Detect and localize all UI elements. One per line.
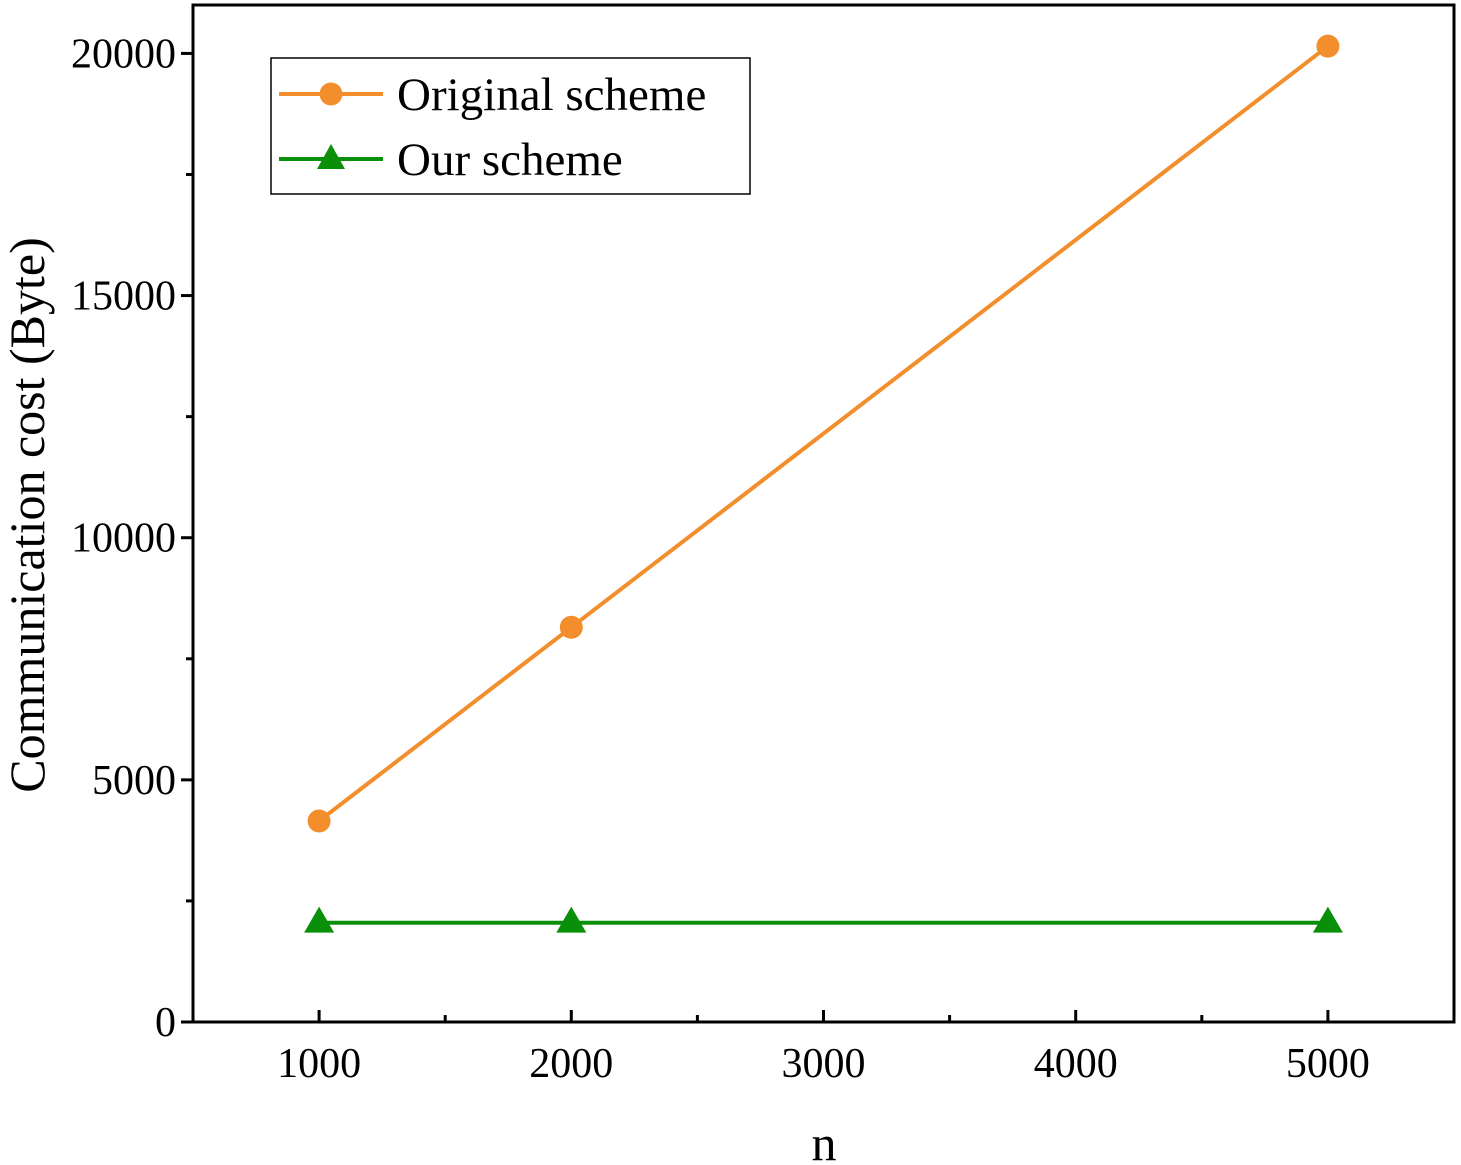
legend-label-ours: Our scheme bbox=[397, 134, 623, 186]
y-tick-label: 5000 bbox=[92, 758, 176, 804]
x-tick-label: 4000 bbox=[1034, 1041, 1118, 1087]
y-tick-label: 20000 bbox=[71, 31, 176, 77]
y-tick-label: 15000 bbox=[71, 274, 176, 320]
y-axis-ticks bbox=[181, 51, 193, 1024]
x-axis-ticks bbox=[317, 1010, 1330, 1022]
data-point-original-scheme bbox=[307, 809, 331, 833]
legend-label-original: Original scheme bbox=[397, 69, 706, 121]
y-tick-label: 10000 bbox=[71, 516, 176, 562]
data-point-original-scheme bbox=[559, 615, 583, 639]
series-our-scheme bbox=[304, 906, 1343, 933]
x-axis-title: n bbox=[812, 1115, 837, 1165]
legend-box bbox=[270, 57, 751, 195]
x-tick-label: 1000 bbox=[277, 1041, 361, 1087]
series-original-scheme bbox=[307, 34, 1340, 833]
series-layer bbox=[304, 34, 1343, 933]
y-axis-tick-labels: 0 5000 10000 15000 20000 bbox=[71, 31, 176, 1046]
x-tick-label: 2000 bbox=[529, 1041, 613, 1087]
y-axis-title: Communication cost (Byte) bbox=[0, 237, 55, 792]
y-tick-label: 0 bbox=[155, 1000, 176, 1046]
legend-marker-original bbox=[319, 82, 343, 106]
x-tick-label: 5000 bbox=[1286, 1041, 1370, 1087]
x-axis-tick-labels: 1000 2000 3000 4000 5000 bbox=[277, 1041, 1370, 1087]
data-point-our-scheme bbox=[304, 906, 335, 933]
data-point-original-scheme bbox=[1316, 34, 1340, 58]
x-tick-label: 3000 bbox=[782, 1041, 866, 1087]
data-point-our-scheme bbox=[556, 906, 587, 933]
data-point-our-scheme bbox=[1312, 906, 1343, 933]
legend-marker-ours bbox=[317, 144, 345, 169]
legend: Original scheme Our scheme bbox=[270, 57, 751, 195]
